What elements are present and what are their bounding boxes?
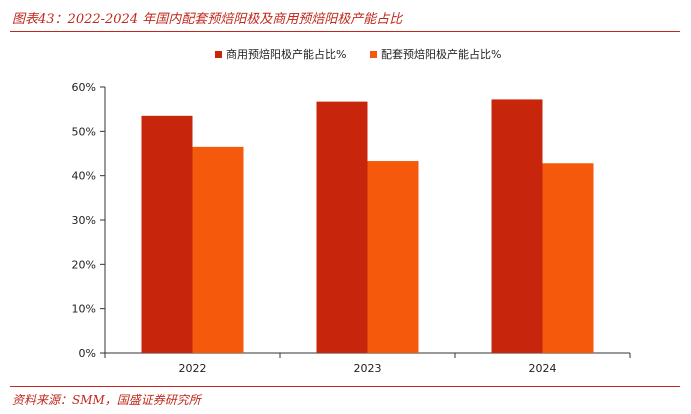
y-tick-label: 20% bbox=[72, 258, 96, 271]
x-tick-label: 2022 bbox=[179, 362, 207, 375]
legend-swatch-1 bbox=[215, 51, 222, 58]
x-tick-label: 2024 bbox=[529, 362, 557, 375]
y-axis: 0% 10% 20% 30% 40% 50% 60% bbox=[72, 81, 106, 360]
bar-2022-series-2 bbox=[192, 146, 244, 353]
y-tick-label: 0% bbox=[79, 347, 96, 360]
x-axis: 2022 2023 2024 bbox=[104, 352, 631, 375]
bar-2024-series-1 bbox=[491, 99, 543, 353]
legend-swatch-2 bbox=[370, 51, 377, 58]
bar-2024-series-2 bbox=[542, 163, 594, 353]
bar-2023-series-2 bbox=[367, 161, 419, 353]
y-tick-label: 10% bbox=[72, 303, 96, 316]
title-divider bbox=[10, 31, 680, 32]
legend-label-2: 配套预焙阳极产能占比% bbox=[381, 47, 501, 61]
y-tick-label: 30% bbox=[72, 214, 96, 227]
bars bbox=[141, 99, 594, 353]
bar-2023-series-1 bbox=[316, 101, 368, 353]
figure-title: 图表43：2022-2024 年国内配套预焙阳极及商用预焙阳极产能占比 bbox=[12, 12, 403, 27]
y-tick-label: 50% bbox=[72, 125, 96, 138]
source-note: 资料来源：SMM，国盛证券研究所 bbox=[12, 393, 201, 407]
legend: 商用预焙阳极产能占比% 配套预焙阳极产能占比% bbox=[215, 47, 501, 61]
bar-2022-series-1 bbox=[141, 115, 193, 353]
y-tick-label: 40% bbox=[72, 170, 96, 183]
source-divider bbox=[10, 386, 680, 387]
x-tick-label: 2023 bbox=[354, 362, 382, 375]
legend-label-1: 商用预焙阳极产能占比% bbox=[226, 47, 346, 61]
y-tick-label: 60% bbox=[72, 81, 96, 94]
